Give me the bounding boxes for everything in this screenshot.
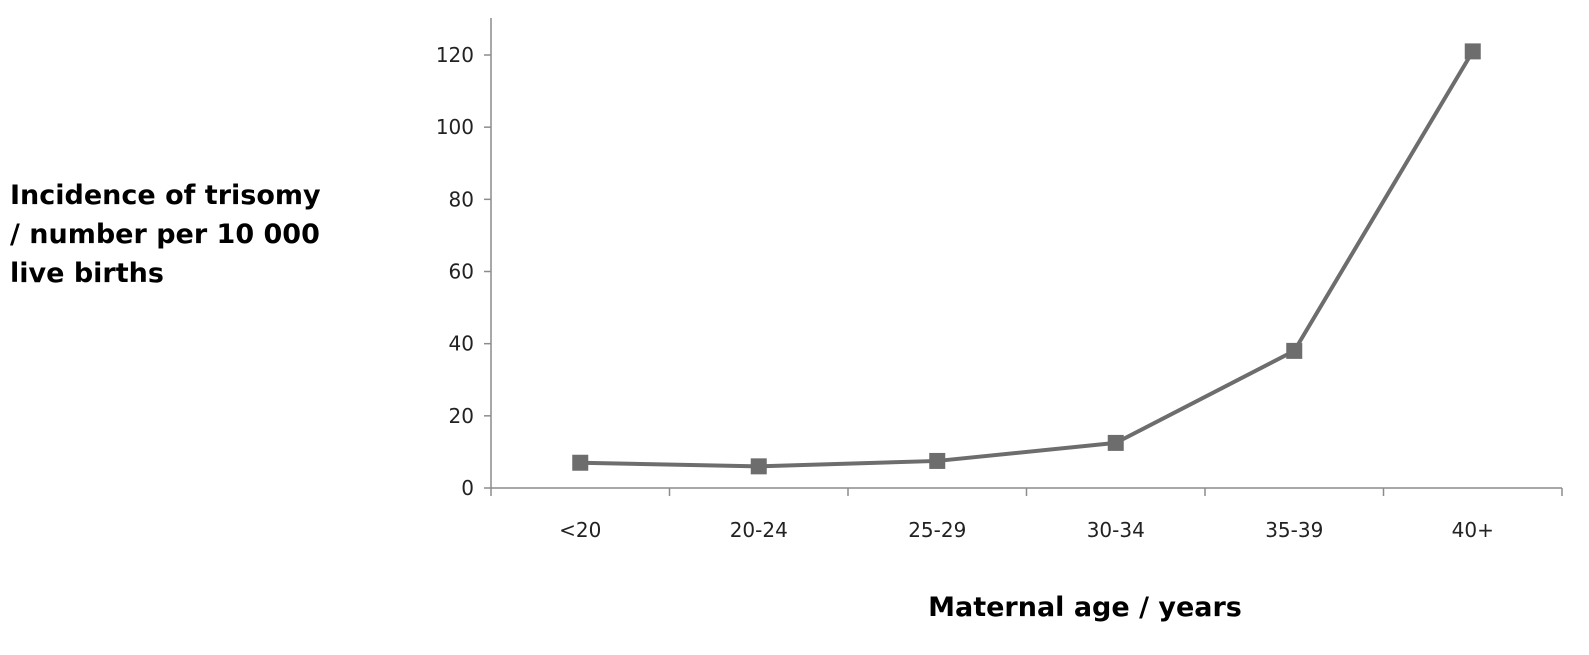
data-point-marker (1107, 434, 1124, 451)
x-tick-label: 40+ (1452, 518, 1494, 542)
x-tick-label: 30-34 (1087, 518, 1145, 542)
y-tick-label: 80 (449, 187, 474, 211)
x-tick-label: <20 (559, 518, 601, 542)
data-point-marker (929, 452, 946, 469)
x-tick-label: 20-24 (730, 518, 788, 542)
y-tick-label: 40 (449, 332, 474, 356)
y-tick-label: 120 (436, 43, 474, 67)
x-tick-label: 25-29 (908, 518, 966, 542)
y-axis-label-line-1: Incidence of trisomy (10, 180, 321, 211)
data-point-marker (1286, 342, 1303, 359)
data-point-marker (1464, 43, 1481, 60)
x-tick-label: 35-39 (1265, 518, 1323, 542)
y-tick-label: 60 (449, 260, 474, 284)
data-point-marker (572, 454, 589, 471)
y-axis-label: Incidence of trisomy / number per 10 000… (10, 176, 390, 293)
y-axis-label-line-2: / number per 10 000 (10, 219, 320, 250)
data-point-marker (750, 458, 767, 475)
y-axis-label-line-3: live births (10, 258, 164, 289)
y-tick-label: 0 (461, 476, 474, 500)
y-tick-label: 20 (449, 404, 474, 428)
x-axis-label: Maternal age / years (928, 592, 1242, 623)
series-line (580, 50, 1475, 469)
y-tick-label: 100 (436, 115, 474, 139)
